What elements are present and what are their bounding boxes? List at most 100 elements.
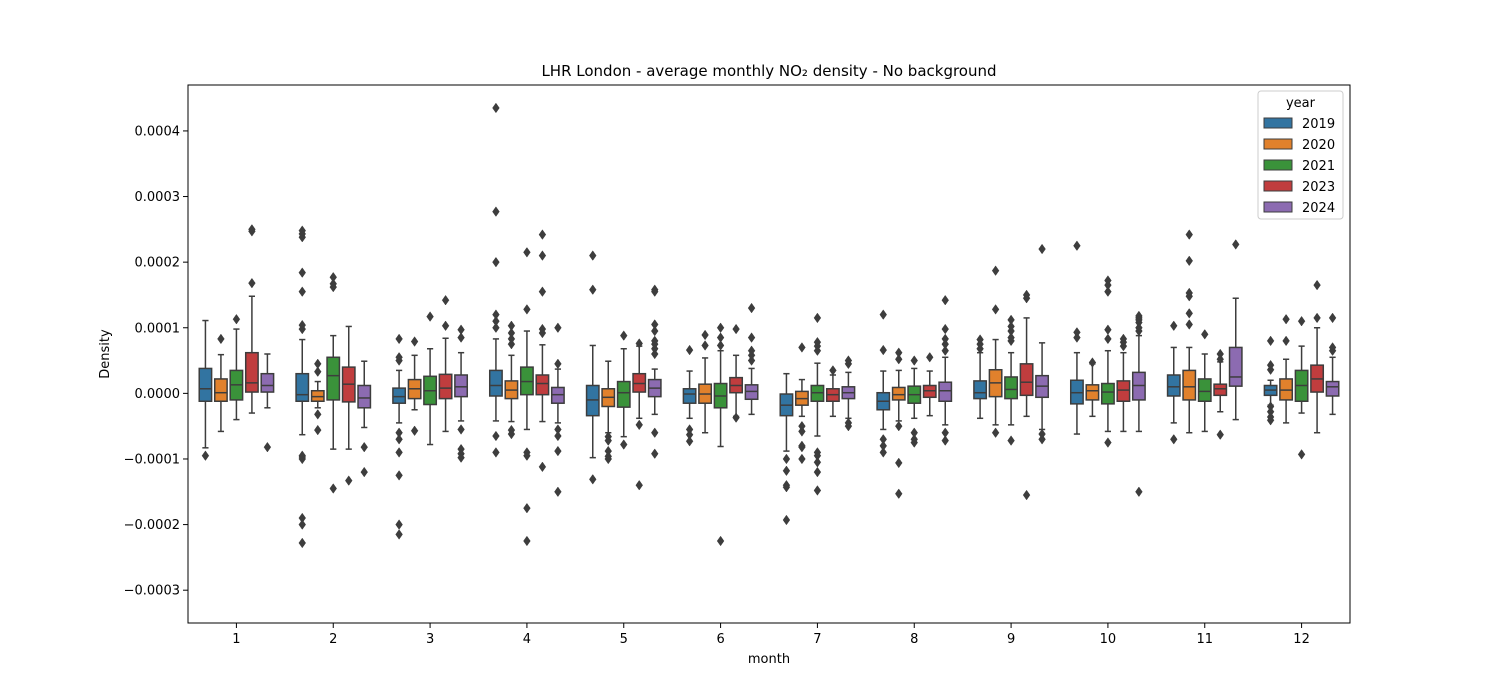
- outlier-point: [1073, 332, 1081, 343]
- outlier-point: [716, 340, 725, 351]
- outlier-point: [620, 439, 628, 450]
- outlier-point: [360, 441, 368, 453]
- y-tick-label: −0.0002: [124, 518, 180, 533]
- outlier-point: [1007, 314, 1015, 326]
- box-2024-month-10: [1131, 310, 1146, 498]
- box-2023-month-4: [535, 229, 550, 473]
- legend-item-2023: 2023: [1263, 180, 1335, 195]
- box-iqr: [244, 351, 259, 393]
- outlier-point: [523, 247, 531, 258]
- box-2024-month-11: [1228, 239, 1243, 421]
- outlier-point: [1185, 229, 1193, 240]
- outlier-point: [395, 352, 403, 363]
- outlier-point: [1104, 437, 1112, 448]
- y-tick-label: −0.0001: [124, 452, 180, 467]
- outlier-point: [941, 323, 949, 335]
- x-tick-label: 9: [1007, 632, 1015, 647]
- outlier-point: [298, 451, 306, 463]
- legend-swatch: [1263, 117, 1293, 129]
- outlier-point: [538, 461, 547, 473]
- box-2020-month-3: [407, 336, 422, 436]
- outlier-point: [1007, 435, 1015, 446]
- outlier-point: [747, 345, 756, 356]
- outlier-point: [651, 348, 659, 360]
- box-iqr: [213, 378, 228, 402]
- outlier-point: [1119, 333, 1128, 345]
- legend-swatch: [1263, 159, 1293, 171]
- box-2021-month-4: [519, 247, 534, 547]
- box-2019-month-12: [1263, 335, 1278, 426]
- outlier-point: [941, 345, 949, 356]
- outlier-point: [314, 358, 322, 370]
- outlier-point: [1073, 240, 1081, 251]
- outlier-point: [651, 448, 659, 459]
- outlier-point: [554, 322, 562, 333]
- outlier-point: [1185, 308, 1193, 319]
- outlier-point: [523, 502, 531, 514]
- box-iqr: [438, 373, 453, 400]
- box-2023-month-5: [632, 338, 647, 491]
- box-iqr: [326, 356, 341, 401]
- outlier-point: [395, 333, 403, 345]
- x-tick-label: 3: [426, 632, 434, 647]
- outlier-point: [732, 323, 740, 335]
- x-tick-label: 11: [1196, 632, 1213, 647]
- outlier-point: [620, 330, 628, 341]
- outlier-point: [507, 327, 516, 339]
- box-2021-month-10: [1100, 275, 1115, 448]
- outlier-point: [716, 332, 725, 343]
- outlier-point: [1266, 335, 1275, 347]
- outlier-point: [554, 358, 562, 370]
- outlier-point: [554, 445, 562, 457]
- legend-label: 2023: [1302, 180, 1335, 195]
- outlier-point: [507, 333, 516, 345]
- outlier-point: [492, 430, 500, 442]
- outlier-point: [829, 365, 837, 376]
- box-iqr: [1166, 374, 1181, 397]
- outlier-point: [538, 229, 547, 240]
- outlier-point: [910, 355, 918, 366]
- box-2024-month-7: [841, 355, 856, 432]
- box-iqr: [1085, 384, 1100, 401]
- box-2023-month-6: [729, 323, 744, 423]
- outlier-point: [813, 312, 822, 324]
- outlier-point: [813, 457, 822, 468]
- outlier-point: [1170, 320, 1178, 332]
- outlier-point: [604, 435, 612, 446]
- x-axis-label: month: [748, 652, 790, 667]
- box-2020-month-8: [891, 347, 906, 499]
- legend-swatch: [1263, 180, 1293, 192]
- outlier-point: [685, 436, 694, 447]
- outlier-point: [651, 284, 659, 295]
- y-axis: −0.0003 −0.0002 −0.0001 0.0000 0.0001 0.0002 0…: [124, 124, 188, 599]
- outlier-point: [716, 535, 725, 547]
- outlier-point: [263, 441, 272, 453]
- box-iqr: [1325, 380, 1340, 397]
- box-iqr: [488, 369, 503, 397]
- outlier-point: [604, 453, 612, 465]
- outlier-point: [1185, 287, 1193, 299]
- outlier-point: [507, 320, 516, 332]
- outlier-point: [1185, 319, 1193, 330]
- outlier-point: [879, 309, 887, 320]
- axes-frame: [187, 84, 1351, 624]
- box-2020-month-4: [504, 320, 519, 440]
- outlier-point: [1104, 333, 1112, 345]
- legend-label: 2019: [1302, 117, 1335, 132]
- box-2024-month-12: [1325, 312, 1340, 416]
- box-2019-month-6: [682, 344, 697, 447]
- outlier-point: [314, 424, 322, 436]
- x-axis: 1 2 3 4 5 6 7 8 9 10 11 12: [232, 623, 1310, 647]
- outlier-point: [895, 488, 903, 499]
- box-2020-month-6: [698, 329, 713, 434]
- box-iqr: [1100, 382, 1115, 405]
- outlier-point: [1216, 354, 1224, 365]
- box-2021-month-7: [810, 312, 825, 496]
- box-iqr: [454, 374, 469, 398]
- legend: year 2019 2020 2021 2023 2024: [1257, 90, 1344, 220]
- y-axis-label: Density: [98, 329, 113, 379]
- outlier-point: [538, 323, 547, 335]
- box-2019-month-9: [973, 334, 988, 420]
- outlier-point: [651, 325, 659, 337]
